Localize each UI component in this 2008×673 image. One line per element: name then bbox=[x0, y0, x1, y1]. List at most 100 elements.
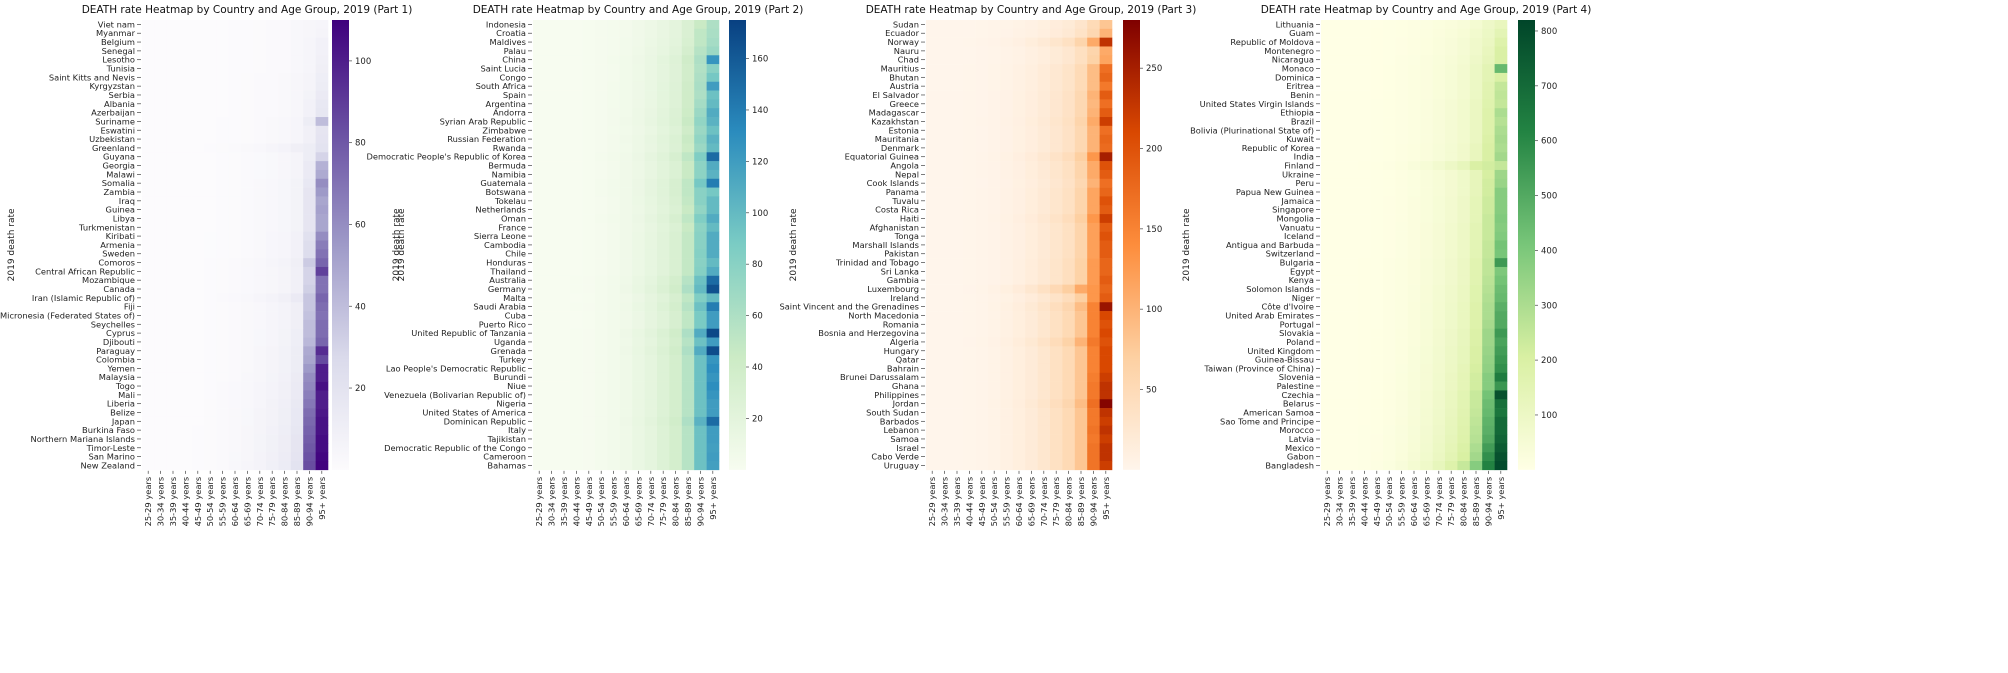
y-tick-label: Kazakhstan bbox=[871, 116, 919, 126]
heatmap-cell bbox=[1012, 346, 1026, 356]
heatmap-cell bbox=[154, 28, 168, 38]
heatmap-cell bbox=[154, 346, 168, 356]
heatmap-cell bbox=[1420, 90, 1433, 100]
heatmap-cell bbox=[1370, 99, 1384, 109]
heatmap-cell bbox=[1370, 72, 1384, 83]
heatmap-cell bbox=[681, 372, 695, 382]
heatmap-cell bbox=[204, 363, 217, 374]
heatmap-cell bbox=[1050, 425, 1063, 435]
heatmap-cell bbox=[228, 249, 242, 259]
heatmap-cell bbox=[1012, 134, 1026, 144]
heatmap-cell bbox=[303, 390, 316, 400]
heatmap-cell bbox=[1087, 99, 1100, 109]
heatmap-cell bbox=[142, 390, 155, 400]
heatmap-cell bbox=[607, 302, 621, 312]
heatmap-cell bbox=[253, 108, 267, 118]
heatmap-cell bbox=[1457, 434, 1471, 444]
heatmap-cell bbox=[278, 258, 292, 268]
heatmap-cell bbox=[228, 108, 242, 118]
heatmap-cell bbox=[926, 275, 939, 285]
heatmap-cell bbox=[1074, 381, 1088, 391]
heatmap-cell bbox=[938, 99, 952, 109]
heatmap-cell bbox=[216, 381, 230, 391]
heatmap-cell bbox=[191, 258, 205, 268]
heatmap-cell bbox=[253, 214, 267, 224]
heatmap-cell bbox=[154, 408, 168, 418]
heatmap-cell bbox=[315, 125, 329, 135]
heatmap-cell bbox=[303, 363, 316, 374]
y-tick-label: Albania bbox=[104, 99, 135, 109]
heatmap-cell bbox=[216, 355, 230, 365]
heatmap-cell bbox=[681, 178, 695, 188]
heatmap-cell bbox=[1087, 72, 1100, 83]
heatmap-cell bbox=[290, 408, 304, 418]
heatmap-cell bbox=[595, 90, 608, 100]
heatmap-cell bbox=[644, 302, 658, 312]
heatmap-cell bbox=[1062, 311, 1076, 321]
heatmap-cell bbox=[1099, 134, 1113, 144]
heatmap-cell bbox=[241, 390, 254, 400]
heatmap-cell bbox=[241, 258, 254, 268]
heatmap-cell bbox=[1407, 143, 1421, 153]
heatmap-cell bbox=[1445, 328, 1458, 338]
heatmap-cell bbox=[1321, 46, 1334, 56]
heatmap-cell bbox=[1494, 20, 1508, 30]
heatmap-cell bbox=[582, 434, 596, 444]
heatmap-cell bbox=[1345, 399, 1359, 409]
heatmap-cell bbox=[303, 37, 316, 47]
y-tick-label: Armenia bbox=[100, 240, 135, 250]
heatmap-cell bbox=[1025, 72, 1038, 83]
heatmap-cell bbox=[179, 222, 192, 232]
heatmap-cell bbox=[1432, 240, 1446, 250]
heatmap-cell bbox=[1025, 390, 1038, 400]
heatmap-cell bbox=[926, 452, 939, 462]
heatmap-cell bbox=[557, 302, 571, 312]
heatmap-cell bbox=[1321, 372, 1334, 382]
heatmap-cell bbox=[988, 231, 1001, 241]
heatmap-cell bbox=[253, 293, 267, 303]
heatmap-cell bbox=[1333, 311, 1347, 321]
heatmap-cell bbox=[253, 372, 267, 382]
heatmap-cell bbox=[1062, 346, 1076, 356]
heatmap-cell bbox=[570, 90, 583, 100]
heatmap-cell bbox=[938, 125, 952, 135]
heatmap-cell bbox=[1370, 425, 1384, 435]
heatmap-cell bbox=[1383, 390, 1396, 400]
heatmap-cell bbox=[1482, 196, 1495, 206]
heatmap-cell bbox=[926, 28, 939, 38]
heatmap-cell bbox=[1025, 178, 1038, 188]
x-tick-label: 25-29 years bbox=[927, 477, 937, 527]
heatmap-cell bbox=[315, 169, 329, 180]
heatmap-cell bbox=[1000, 64, 1014, 74]
heatmap-cell bbox=[545, 363, 559, 374]
heatmap-cell bbox=[1432, 161, 1446, 171]
heatmap-cell bbox=[179, 125, 192, 135]
heatmap-cell bbox=[1087, 434, 1100, 444]
heatmap-cell bbox=[191, 28, 205, 38]
heatmap-cell bbox=[619, 205, 633, 215]
heatmap-cell bbox=[545, 302, 559, 312]
heatmap-cell bbox=[570, 55, 583, 65]
heatmap-cell bbox=[963, 169, 976, 180]
heatmap-cell bbox=[278, 311, 292, 321]
heatmap-cell bbox=[975, 205, 989, 215]
heatmap-cell bbox=[582, 328, 596, 338]
heatmap-cell bbox=[595, 222, 608, 232]
heatmap-cell bbox=[154, 205, 168, 215]
heatmap-cell bbox=[315, 293, 329, 303]
heatmap-cell bbox=[290, 46, 304, 56]
heatmap-cell bbox=[1370, 81, 1384, 91]
heatmap-cell bbox=[1370, 134, 1384, 144]
y-tick-label: Italy bbox=[508, 425, 526, 435]
heatmap-cell bbox=[582, 161, 596, 171]
heatmap-cell bbox=[266, 434, 279, 444]
heatmap-cell bbox=[607, 452, 621, 462]
heatmap-cell bbox=[557, 319, 571, 329]
heatmap-cell bbox=[1395, 222, 1409, 232]
heatmap-cell bbox=[632, 20, 645, 30]
heatmap-cell bbox=[1012, 416, 1026, 427]
heatmap-cell bbox=[681, 81, 695, 91]
y-tick-label: Bahrain bbox=[887, 363, 919, 373]
heatmap-cell bbox=[1407, 399, 1421, 409]
heatmap-cell bbox=[1358, 99, 1371, 109]
